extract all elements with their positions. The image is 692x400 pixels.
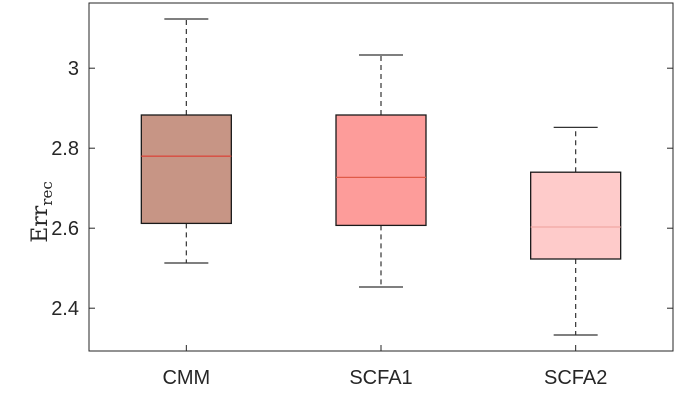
- y-axis-label: Errrec: [28, 181, 56, 243]
- y-tick-label: 2.4: [51, 298, 79, 320]
- y-tick-label: 3: [68, 58, 79, 80]
- boxes: [140, 18, 622, 336]
- box-scfa2: [530, 126, 622, 336]
- box-cmm: [140, 18, 232, 264]
- x-tick-label: SCFA2: [544, 367, 607, 389]
- y-axis-label-main: Err: [28, 205, 53, 243]
- iqr-box: [140, 114, 232, 225]
- y-tick-label: 2.6: [51, 218, 79, 240]
- y-axis-label-subscript: rec: [38, 181, 56, 205]
- y-tick-label: 2.8: [51, 138, 79, 160]
- iqr-box: [335, 114, 427, 227]
- y-axis: 2.4 2.6 2.8 3: [51, 58, 673, 320]
- x-tick-label: CMM: [162, 367, 210, 389]
- x-axis: CMM SCFA1 SCFA2: [162, 345, 607, 389]
- box-scfa1: [335, 54, 427, 288]
- iqr-box: [530, 171, 622, 260]
- x-tick-label: SCFA1: [349, 367, 412, 389]
